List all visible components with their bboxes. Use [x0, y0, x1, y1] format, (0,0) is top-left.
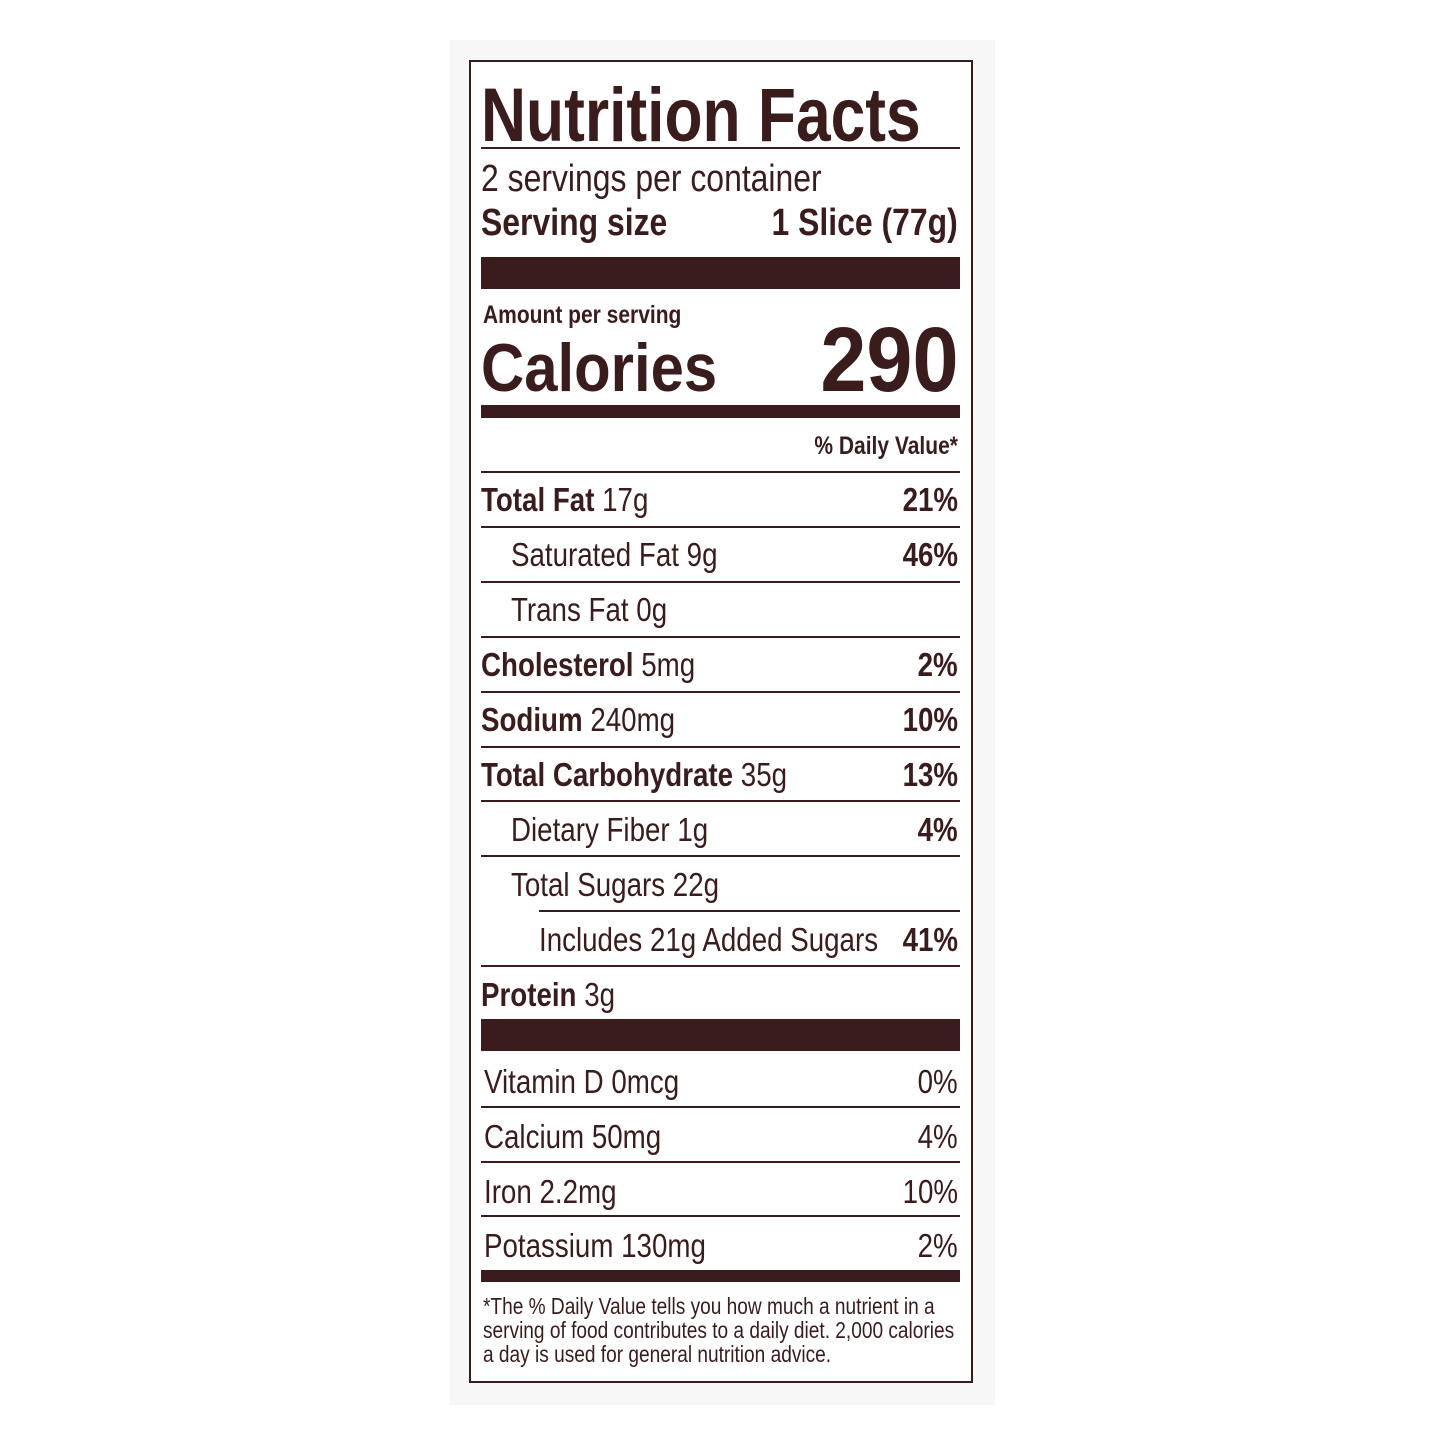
rule — [481, 691, 960, 693]
vitamin-name: Vitamin D 0mcg — [484, 1063, 680, 1100]
nutrient-amount: 17g — [602, 481, 649, 518]
vitamin-name: Iron 2.2mg — [484, 1173, 617, 1210]
nutrient: Total Carbohydrate 35g — [481, 755, 787, 795]
serving-size-label: Serving size — [481, 202, 668, 244]
nutrient-row: Sodium 240mg 10% — [481, 700, 958, 740]
calories-value: 290 — [819, 309, 958, 411]
rule — [481, 636, 960, 638]
rule — [481, 800, 960, 802]
daily-value: 0% — [917, 1063, 958, 1100]
serving-size-value: 1 Slice (77g) — [771, 202, 958, 244]
nutrient-row: Total Carbohydrate 35g 13% — [481, 755, 958, 795]
rule — [481, 471, 960, 473]
nutrient-name: Dietary Fiber 1g — [511, 811, 709, 848]
nutrient-name: Total Carbohydrate — [481, 756, 734, 793]
vitamin-row: Iron 2.2mg 10% — [484, 1172, 958, 1212]
rule — [481, 1215, 960, 1217]
daily-value: 2% — [917, 646, 958, 683]
nutrient-row: Cholesterol 5mg 2% — [481, 645, 958, 685]
rule — [481, 147, 960, 149]
nutrient-amount: 3g — [584, 976, 616, 1013]
vitamin-row: Potassium 130mg 2% — [484, 1226, 958, 1266]
footnote: *The % Daily Value tells you how much a … — [483, 1293, 955, 1367]
daily-value: 4% — [917, 811, 958, 848]
title: Nutrition Facts — [481, 73, 921, 158]
nutrient-name: Trans Fat 0g — [511, 591, 668, 628]
daily-value: 2% — [917, 1227, 958, 1264]
daily-value: 21% — [902, 481, 958, 518]
thick-bar — [481, 1019, 960, 1051]
vitamin-name: Potassium 130mg — [484, 1227, 706, 1264]
daily-value: 10% — [902, 1173, 958, 1210]
rule — [481, 1161, 960, 1163]
nutrient: Total Fat 17g — [481, 480, 648, 520]
rule — [481, 965, 960, 967]
rule — [481, 1106, 960, 1108]
nutrient-name: Total Sugars 22g — [511, 866, 720, 903]
nutrient-amount: 240mg — [590, 701, 676, 738]
thick-bar — [481, 257, 960, 289]
rule — [481, 746, 960, 748]
nutrient: Protein 3g — [481, 975, 615, 1015]
rule — [481, 526, 960, 528]
nutrient-name: Saturated Fat 9g — [511, 536, 718, 573]
vitamin-row: Calcium 50mg 4% — [484, 1117, 958, 1157]
nutrient-name: Sodium — [481, 701, 583, 738]
vitamin-name: Calcium 50mg — [484, 1118, 662, 1155]
nutrient: Sodium 240mg — [481, 700, 675, 740]
nutrient-name: Cholesterol — [481, 646, 634, 683]
rule — [481, 581, 960, 583]
daily-value: 41% — [902, 921, 958, 958]
nutrient-row: Dietary Fiber 1g 4% — [481, 810, 958, 850]
calories-label: Calories — [481, 330, 718, 406]
nutrient-amount: 5mg — [641, 646, 696, 683]
rule — [539, 910, 960, 912]
nutrient: Cholesterol 5mg — [481, 645, 695, 685]
nutrient-row: Trans Fat 0g — [481, 590, 958, 630]
nutrient-row: Saturated Fat 9g 46% — [481, 535, 958, 575]
medium-bar — [481, 1270, 960, 1282]
daily-value-header: % Daily Value* — [814, 432, 958, 460]
medium-bar — [481, 405, 960, 418]
vitamin-row: Vitamin D 0mcg 0% — [484, 1062, 958, 1102]
nutrient-row: Total Sugars 22g — [481, 865, 958, 905]
nutrient-row: Includes 21g Added Sugars 41% — [481, 920, 958, 960]
nutrient-row: Total Fat 17g 21% — [481, 480, 958, 520]
rule — [481, 855, 960, 857]
nutrient-name: Includes 21g Added Sugars — [539, 921, 879, 958]
daily-value: 46% — [902, 536, 958, 573]
servings: 2 servings per container — [481, 158, 822, 200]
daily-value: 13% — [902, 756, 958, 793]
nutrient-row: Protein 3g — [481, 975, 958, 1015]
amount-per-serving: Amount per serving — [483, 301, 682, 329]
daily-value: 4% — [917, 1118, 958, 1155]
daily-value: 10% — [902, 701, 958, 738]
nutrient-name: Total Fat — [481, 481, 595, 518]
nutrient-name: Protein — [481, 976, 577, 1013]
nutrient-amount: 35g — [740, 756, 788, 793]
